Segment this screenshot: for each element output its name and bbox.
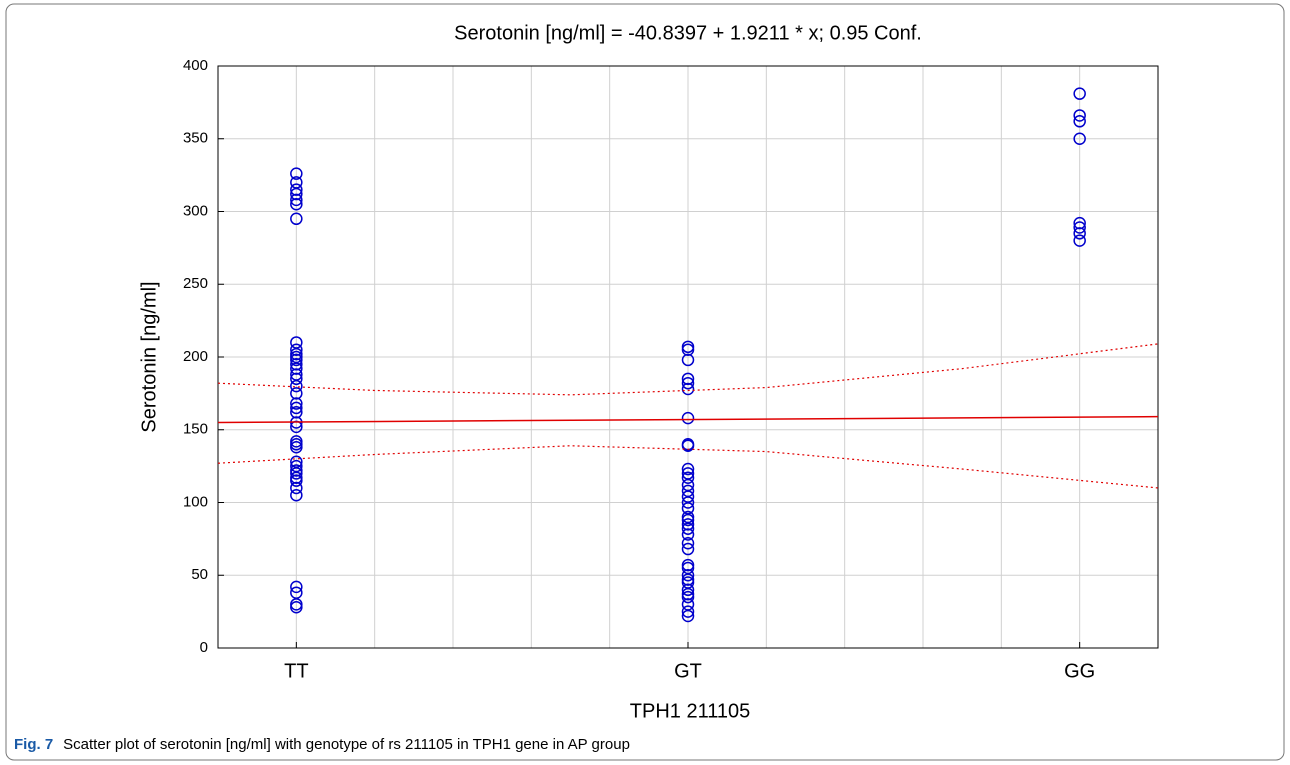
y-tick-label: 150 (183, 421, 208, 438)
data-point (1073, 234, 1086, 247)
data-point (290, 406, 303, 419)
data-point (681, 496, 695, 509)
chart-title: Serotonin [ng/ml] = -40.8397 + 1.9211 * … (454, 22, 922, 44)
data-point (681, 609, 695, 623)
data-point (681, 411, 695, 425)
data-point (681, 583, 695, 597)
data-point (290, 474, 303, 487)
data-point (290, 601, 303, 614)
data-point (290, 401, 303, 415)
data-point (290, 167, 303, 180)
y-tick-label: 300 (183, 202, 208, 219)
data-point (681, 353, 695, 367)
data-point (1073, 115, 1086, 128)
data-point (290, 362, 303, 375)
data-point (681, 462, 695, 476)
x-tick-label: GT (674, 660, 702, 682)
data-point (1073, 216, 1086, 230)
data-point (290, 397, 303, 410)
data-point (681, 542, 695, 556)
data-point (681, 343, 695, 356)
y-tick-label: 0 (200, 639, 208, 656)
data-point (290, 580, 303, 594)
data-point (681, 518, 695, 531)
data-point (1073, 109, 1086, 122)
data-point (681, 471, 695, 485)
y-tick-label: 200 (183, 348, 208, 365)
data-point (290, 183, 303, 196)
data-point (1073, 87, 1086, 100)
data-point (681, 569, 695, 582)
y-tick-label: 100 (183, 493, 208, 510)
data-point (290, 343, 303, 356)
data-point (290, 358, 303, 371)
data-point (681, 590, 695, 604)
data-point (681, 439, 695, 453)
confidence-band (217, 445, 1159, 489)
plot-border (217, 65, 1159, 649)
y-tick-label: 50 (191, 566, 208, 583)
y-tick-label: 350 (183, 130, 208, 147)
data-point (681, 372, 695, 386)
data-point (290, 193, 303, 207)
data-point (681, 376, 695, 390)
data-point (290, 187, 303, 201)
x-tick-label: GG (1064, 660, 1095, 682)
y-tick-label: 400 (183, 57, 208, 74)
data-point (290, 481, 303, 495)
data-point (681, 382, 695, 396)
y-tick-label: 250 (183, 275, 208, 292)
data-point (681, 513, 695, 527)
x-tick-label: TT (284, 660, 308, 682)
caption: Fig. 7 Scatter plot of serotonin [ng/ml] … (14, 736, 630, 753)
x-axis-label: TPH1 211105 (630, 700, 750, 722)
frame (5, 3, 1285, 761)
data-point (290, 212, 303, 226)
data-point (681, 528, 695, 541)
regression-line (217, 415, 1159, 424)
caption-label: Fig. 7 (14, 736, 53, 753)
data-point (681, 605, 695, 618)
data-point (1073, 227, 1086, 240)
data-point (1073, 132, 1086, 145)
data-point (290, 372, 303, 386)
data-point (290, 379, 303, 393)
y-axis-label: Serotonin [ng/ml] (138, 281, 160, 432)
data-point (290, 197, 303, 211)
caption-text: Scatter plot of serotonin [ng/ml] with g… (63, 736, 630, 753)
data-point (290, 467, 303, 480)
data-point (290, 488, 303, 502)
data-point (290, 440, 303, 454)
confidence-band (217, 343, 1159, 396)
data-point (681, 536, 695, 550)
data-point (681, 522, 695, 535)
data-point (290, 353, 303, 367)
data-point (290, 387, 303, 400)
data-point (1073, 221, 1086, 234)
